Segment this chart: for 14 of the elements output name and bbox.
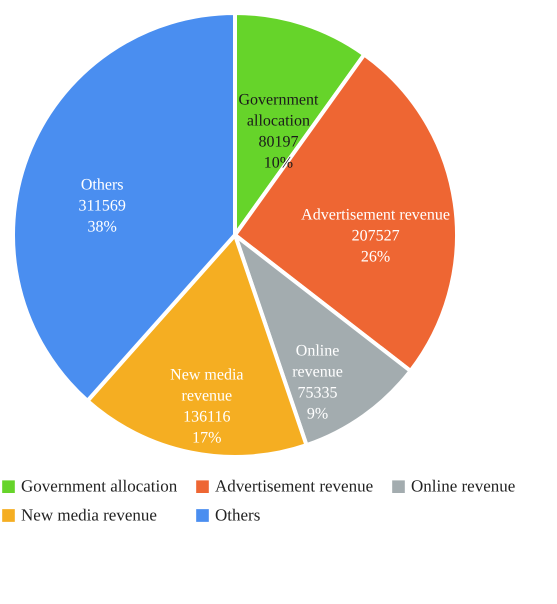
data-label: 136116 17%	[183, 408, 231, 446]
data-label: 207527 26%	[352, 227, 400, 266]
slice-label: Advertisement revenue	[301, 206, 450, 224]
legend-label: New media revenue	[21, 506, 157, 524]
slice-label: Government allocation	[238, 92, 319, 130]
slice-label: New media revenue	[170, 366, 244, 404]
legend-label: Government allocation	[21, 476, 178, 496]
data-label: 311569 38%	[78, 197, 126, 236]
slice-label: Online revenue	[292, 342, 343, 381]
legend-label: Others	[215, 506, 260, 524]
legend-label: Online revenue	[411, 476, 516, 496]
legend-label: Advertisement revenue	[215, 476, 374, 496]
data-label: 75335 9%	[298, 384, 338, 423]
slice-label: Others	[80, 176, 124, 194]
